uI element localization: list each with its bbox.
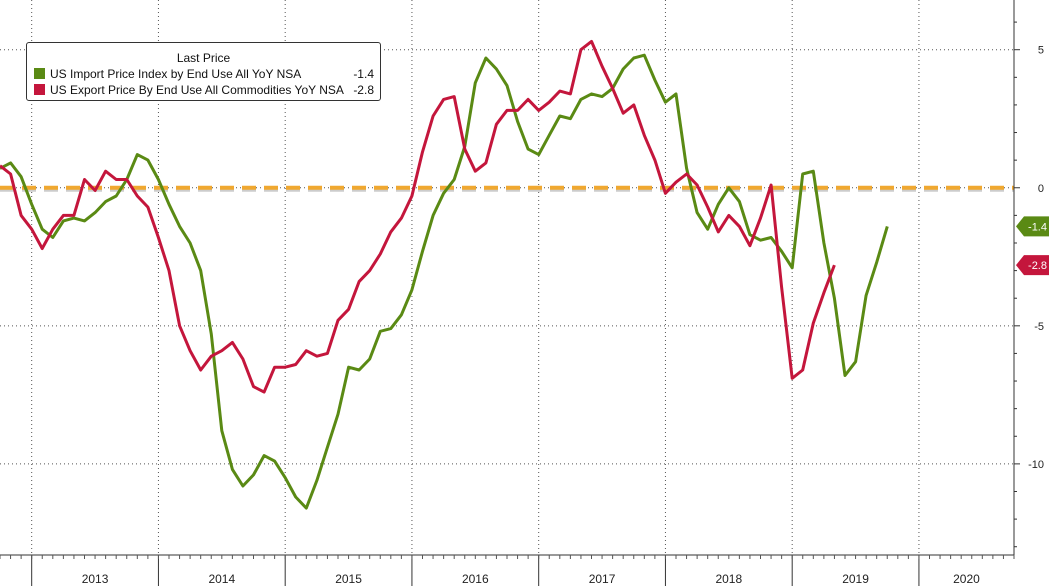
y-tick-label: 0 [1038, 183, 1044, 195]
last-value-tags: -1.4 -2.8 [1016, 216, 1049, 276]
legend-item-export: US Export Price By End Use All Commoditi… [34, 83, 374, 97]
legend-label-export: US Export Price By End Use All Commoditi… [50, 83, 344, 97]
x-tick-label: 2014 [208, 572, 235, 586]
legend-value-import: -1.4 [353, 67, 374, 81]
y-tick-label: 5 [1038, 45, 1044, 57]
x-tick-label: 2017 [589, 572, 616, 586]
legend-swatch-import [34, 68, 45, 79]
legend: Last Price US Import Price Index by End … [26, 42, 381, 101]
last-value-label-1: -2.8 [1028, 260, 1047, 272]
series-lines [0, 39, 889, 510]
legend-value-export: -2.8 [353, 83, 374, 97]
x-tick-label: 2016 [462, 572, 489, 586]
legend-swatch-export [34, 84, 45, 95]
last-value-tag-1 [1016, 255, 1049, 276]
zero-reference-line [0, 185, 1014, 192]
y-tick-label: -5 [1034, 321, 1044, 333]
last-value-tag-0 [1016, 216, 1049, 237]
series-line-0 [0, 53, 889, 510]
y-tick-label: -10 [1028, 459, 1044, 471]
legend-item-import: US Import Price Index by End Use All YoY… [34, 67, 374, 81]
x-tick-label: 2015 [335, 572, 362, 586]
x-tick-label: 2013 [82, 572, 109, 586]
x-tick-label: 2018 [715, 572, 742, 586]
x-tick-label: 2020 [953, 572, 980, 586]
legend-title: Last Price [176, 51, 231, 65]
x-tick-label: 2019 [842, 572, 869, 586]
last-value-label-0: -1.4 [1028, 221, 1047, 233]
legend-label-import: US Import Price Index by End Use All YoY… [50, 67, 302, 81]
series-line-1 [0, 39, 836, 394]
